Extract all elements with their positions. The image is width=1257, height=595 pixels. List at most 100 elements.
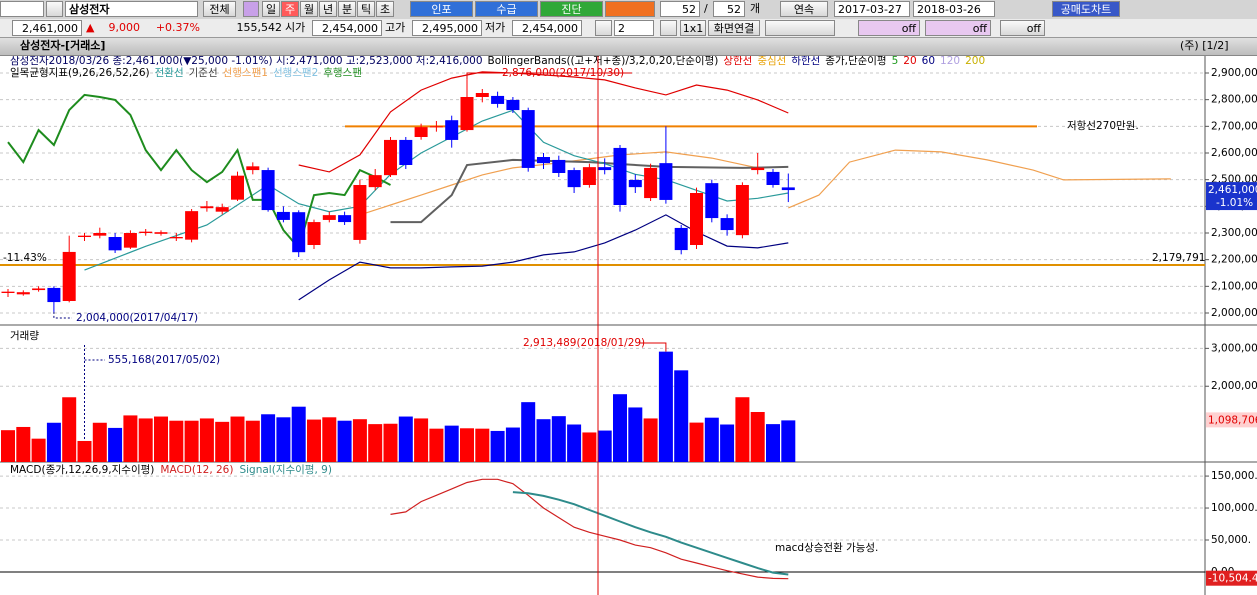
- y-tick-label: 2,700,000: [1211, 120, 1257, 132]
- volume-bar: [597, 430, 612, 462]
- icon-button[interactable]: [595, 20, 612, 36]
- candle-body: [720, 218, 734, 231]
- date-from[interactable]: 2017-03-27: [834, 1, 910, 17]
- tab-button[interactable]: 인포: [410, 1, 473, 17]
- low: 2,454,000: [512, 20, 582, 36]
- volume-bar: [123, 415, 138, 462]
- volume-bar: [62, 397, 77, 462]
- candle-body: [628, 179, 642, 188]
- candle-body: [215, 207, 229, 212]
- volume-bar: [674, 370, 689, 462]
- tab-button[interactable]: 수급: [475, 1, 538, 17]
- toggle-button[interactable]: off: [1000, 20, 1045, 36]
- market-select[interactable]: [0, 1, 44, 17]
- period-button[interactable]: 년: [319, 1, 337, 17]
- nav-buttons[interactable]: [765, 20, 835, 36]
- short-chart-button[interactable]: 공매도차트: [1052, 1, 1120, 17]
- tab-button[interactable]: [605, 1, 655, 17]
- y-tick-label: 50,000.: [1211, 534, 1251, 546]
- period-button[interactable]: 일: [262, 1, 280, 17]
- volume-bar: [689, 422, 704, 462]
- candle-body: [139, 231, 153, 233]
- annotation-arrow: [466, 72, 632, 80]
- candle-body: [690, 193, 703, 245]
- search-button[interactable]: [46, 1, 63, 17]
- panel-title: 거래량: [10, 330, 39, 342]
- candle-body: [613, 147, 627, 205]
- candle-body: [475, 93, 489, 97]
- all-button[interactable]: 전체: [203, 1, 236, 17]
- y-tick-label: 100,000.: [1211, 502, 1257, 514]
- toggle-button[interactable]: off: [925, 20, 991, 36]
- toggle-button[interactable]: off: [858, 20, 920, 36]
- volume-bar: [368, 424, 383, 462]
- legend-item: 200: [965, 55, 985, 67]
- volume-bar: [551, 416, 566, 462]
- last-value-label: -10,504.42: [1208, 573, 1257, 585]
- volume-bar: [475, 428, 490, 462]
- candle-body: [78, 235, 91, 237]
- symbol-input[interactable]: 삼성전자: [65, 1, 198, 17]
- volume-bar: [199, 418, 214, 462]
- volume-bar: [750, 412, 765, 462]
- volume-bar: [276, 417, 291, 462]
- candle-body: [735, 185, 749, 236]
- volume-bar: [582, 432, 597, 462]
- legend: MACD(종가,12,26,9,지수이평) MACD(12, 26) Signal(…: [10, 464, 332, 476]
- grid-button[interactable]: 1x1: [680, 20, 706, 36]
- candle-body: [47, 287, 61, 303]
- change-arrow: ▲: [86, 21, 95, 34]
- candle-body: [32, 288, 46, 291]
- period-button[interactable]: 분: [338, 1, 356, 17]
- link-button[interactable]: 화면연결: [708, 20, 760, 36]
- annotation: 2,004,000(2017/04/17): [76, 312, 198, 324]
- candle-body: [338, 215, 352, 223]
- layout-select[interactable]: 2: [614, 20, 654, 36]
- period-button[interactable]: 초: [376, 1, 394, 17]
- volume-bar: [536, 419, 551, 462]
- candle-body: [62, 251, 76, 301]
- title-bar: 삼성전자-[거래소] (주) [1/2]: [0, 38, 1257, 56]
- last-value-label: 1,098,706: [1208, 414, 1257, 426]
- date-to[interactable]: 2018-03-26: [913, 1, 995, 17]
- price: 2,461,000: [12, 20, 82, 36]
- y-tick-label: 2,000,000: [1211, 307, 1257, 319]
- icon-button[interactable]: [243, 1, 259, 17]
- volume-bar: [735, 397, 750, 462]
- candle-body: [598, 167, 612, 171]
- add-button[interactable]: [660, 20, 677, 36]
- period-button[interactable]: 월: [300, 1, 318, 17]
- volume-bar: [720, 424, 735, 462]
- candle-body: [292, 212, 306, 253]
- volume-bar: [704, 417, 719, 462]
- indicator-line: [7, 93, 391, 250]
- continuous-button[interactable]: 연속: [780, 1, 828, 17]
- candle-body: [537, 157, 550, 164]
- volume-bar: [490, 430, 505, 462]
- volume-bar: [613, 394, 627, 462]
- y-tick-label: 2,600,000: [1211, 147, 1257, 159]
- count-input[interactable]: 52: [660, 1, 700, 17]
- period-button[interactable]: 주: [281, 1, 299, 17]
- candle-body: [414, 127, 428, 137]
- volume-bar: [398, 416, 413, 462]
- period-button[interactable]: 틱: [357, 1, 375, 17]
- tab-button[interactable]: 진단: [540, 1, 603, 17]
- volume-bar: [505, 427, 520, 462]
- legend-header: 삼성전자2018/03/26 종:2,461,000(▼25,000 -1.01…: [10, 55, 483, 67]
- candle-body: [521, 110, 535, 168]
- legend-item: Signal(지수이평, 9): [239, 464, 331, 476]
- volume-bar: [245, 420, 260, 462]
- volume-bar: [77, 440, 92, 462]
- indicator-line: [359, 149, 1171, 216]
- high-label: 고가: [385, 21, 406, 34]
- volume-bar: [429, 428, 444, 462]
- candle-body: [705, 183, 719, 219]
- volume-bar: [261, 414, 276, 462]
- volume-bar: [154, 416, 168, 462]
- candle-body: [460, 97, 474, 131]
- volume-bar: [628, 407, 643, 462]
- volume-bar: [414, 418, 429, 462]
- volume-bar: [781, 420, 796, 462]
- volume-bar: [291, 406, 306, 462]
